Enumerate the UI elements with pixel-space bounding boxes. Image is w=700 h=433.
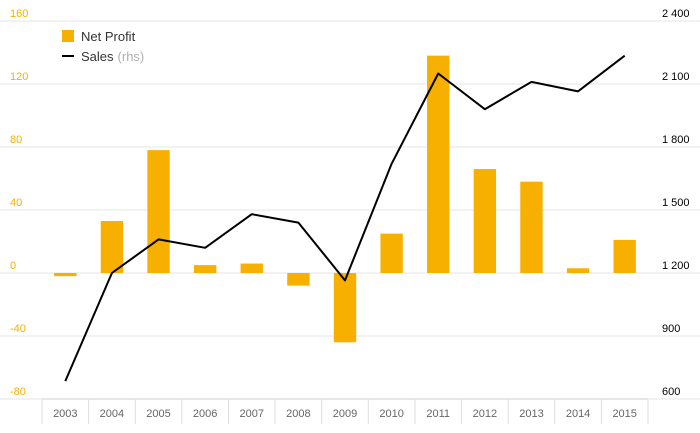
line-series-sales — [64, 54, 626, 382]
left-axis: -80 -40 0 40 80 120 160 — [10, 8, 28, 398]
bar — [100, 221, 124, 273]
x-tick-label: 2015 — [612, 408, 636, 420]
legend-label-sales: Sales — [81, 48, 114, 64]
bar — [566, 268, 590, 273]
left-tick-label: 160 — [10, 8, 28, 20]
right-tick-label: 600 — [662, 386, 680, 398]
left-tick-label: 80 — [10, 134, 22, 146]
legend-item-net-profit: Net Profit — [62, 26, 144, 46]
left-tick-label: -80 — [10, 386, 26, 398]
bar — [427, 55, 450, 274]
left-tick-label: 40 — [10, 197, 22, 209]
bar — [147, 150, 170, 273]
x-tick-label: 2010 — [379, 408, 403, 420]
bar — [380, 233, 403, 273]
x-tick-label: 2011 — [426, 408, 450, 420]
x-tick-label: 2005 — [146, 408, 170, 420]
legend-item-sales: Sales (rhs) — [62, 46, 144, 66]
right-tick-label: 1 500 — [662, 197, 690, 209]
right-tick-label: 2 400 — [662, 8, 690, 20]
bar — [613, 239, 636, 273]
bar-series-net-profit — [54, 55, 636, 343]
x-axis: 2003 2004 2005 2006 2007 2008 2009 2010 2011 2012… — [41, 398, 649, 424]
x-tick-label: 2013 — [519, 408, 543, 420]
x-tick-label: 2007 — [240, 408, 264, 420]
left-tick-label: 0 — [10, 260, 16, 272]
x-tick-label: 2004 — [100, 408, 124, 420]
bar — [193, 265, 217, 273]
x-tick-label: 2008 — [286, 408, 310, 420]
bar — [240, 263, 263, 273]
x-tick-label: 2012 — [473, 408, 497, 420]
left-tick-label: -40 — [10, 323, 26, 335]
left-tick-label: 120 — [10, 71, 28, 83]
legend-label-net-profit: Net Profit — [81, 28, 136, 44]
x-tick-label: 2014 — [566, 408, 590, 420]
right-tick-label: 1 800 — [662, 134, 690, 146]
legend: Net Profit Sales (rhs) — [62, 26, 144, 66]
bar — [473, 169, 497, 273]
x-tick-label: 2003 — [53, 408, 77, 420]
right-axis: 600 900 1 200 1 500 1 800 2 100 2 400 — [662, 8, 690, 398]
sales-line — [64, 54, 626, 382]
right-tick-label: 900 — [662, 323, 680, 335]
legend-swatch-line — [62, 55, 74, 57]
x-tick-label: 2009 — [333, 408, 357, 420]
legend-note-rhs: (rhs) — [117, 48, 145, 64]
legend-swatch-bar — [62, 30, 74, 42]
bar — [287, 273, 310, 286]
bar — [520, 181, 543, 273]
right-tick-label: 1 200 — [662, 260, 690, 272]
bar — [333, 273, 357, 343]
right-tick-label: 2 100 — [662, 71, 690, 83]
bar — [54, 273, 77, 277]
x-tick-label: 2006 — [193, 408, 217, 420]
